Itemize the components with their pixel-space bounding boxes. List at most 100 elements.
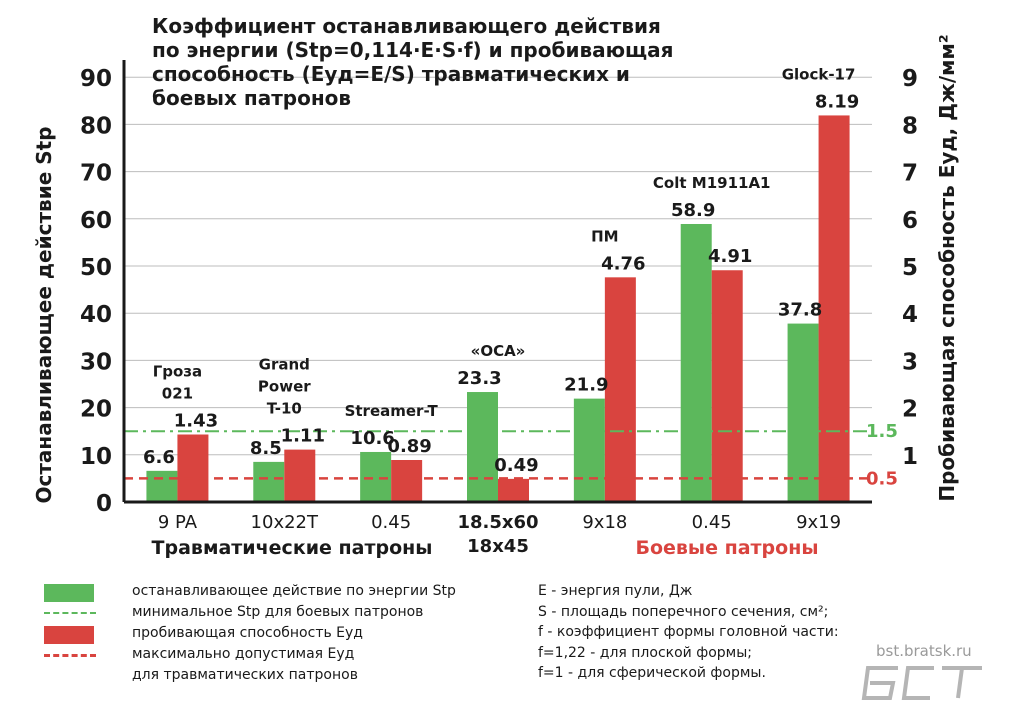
bar-stp	[467, 392, 498, 502]
bar-stp	[680, 223, 712, 502]
note-line: f=1 - для сферической формы.	[538, 665, 766, 681]
data-labels: 6.6 1.43 Гроза 021 8.51.11 Grand Power T-10 10.6…	[143, 65, 859, 475]
data-label-eud: 1.11	[281, 426, 325, 447]
legend-dashdot-line	[44, 612, 96, 614]
bar-eud	[818, 115, 850, 502]
data-label-stp: 6.6	[143, 447, 175, 468]
data-label-eud: 8.19	[815, 91, 859, 112]
left-tick-label: 10	[80, 444, 112, 470]
data-label-eud: 0.89	[387, 436, 431, 457]
bar-eud	[604, 277, 636, 502]
bar-stp	[253, 461, 285, 502]
left-tick-label: 30	[80, 349, 112, 375]
cartridge-name-label: «ОСА»	[471, 342, 526, 360]
traumatic-group-label: Травматические патроны	[151, 537, 433, 559]
right-tick-label: 6	[902, 208, 918, 234]
cartridge-name-label: T-10	[267, 400, 302, 418]
note-line: f=1,22 - для плоской формы;	[538, 644, 752, 661]
bar-eud	[391, 459, 423, 502]
chart-title: Коэффициент останавливающего действия по…	[152, 14, 712, 110]
left-tick-label: 50	[80, 255, 112, 281]
bar-eud	[177, 434, 209, 502]
axes	[122, 60, 872, 504]
right-tick-label: 9	[902, 66, 918, 92]
legend-text: для травматических патронов	[132, 667, 358, 683]
cartridge-name-label: 021	[162, 385, 193, 403]
legend-item-eud: пробивающая способность Eуд	[40, 625, 560, 645]
data-label-eud: 0.49	[494, 455, 538, 476]
left-tick-label: 90	[80, 66, 112, 92]
data-label-stp: 23.3	[457, 368, 501, 389]
right-tick-label: 1	[902, 444, 918, 470]
bars	[146, 115, 850, 502]
left-tick-label: 80	[80, 113, 112, 139]
note-line: E - энергия пули, Дж	[538, 583, 693, 599]
right-axis-title: Пробивающая способность Eуд, Дж/мм²	[935, 34, 959, 502]
data-label-eud: 4.76	[601, 253, 645, 274]
cartridge-name-label: Гроза	[153, 363, 202, 381]
legend-text: максимально допустимая Eуд	[132, 646, 355, 662]
data-label-stp: 21.9	[564, 375, 608, 396]
reference-lines: 1.5 0.5	[124, 421, 898, 489]
watermark-url: bst.bratsk.ru	[876, 642, 972, 660]
left-tick-label: 40	[80, 302, 112, 328]
legend-swatch-red	[44, 626, 94, 644]
bst-logo	[861, 666, 982, 700]
left-tick-label: 0	[96, 491, 112, 517]
x-tick-label: 0.45	[692, 512, 732, 533]
cartridge-name-label: Glock-17	[782, 65, 856, 83]
left-tick-label: 60	[80, 208, 112, 234]
data-label-stp: 8.5	[250, 438, 282, 459]
bar-stp	[360, 451, 392, 502]
data-label-eud: 1.43	[174, 411, 218, 432]
x-tick-label: 18.5x60	[457, 512, 538, 533]
legend-item-stp-min: минимальное Stp для боевых патронов	[40, 604, 560, 624]
bar-eud	[284, 449, 316, 502]
note-line: f - коэффициент формы головной части:	[538, 624, 839, 640]
note-line: S - площадь поперечного сечения, см²;	[538, 603, 829, 620]
right-tick-label: 5	[902, 255, 918, 281]
cartridge-name-label: Colt M1911A1	[653, 174, 771, 192]
legend-item-stp: останавливающее действие по энергии Stp	[40, 583, 560, 603]
cartridge-name-label: Streamer-T	[345, 402, 439, 420]
right-tick-label: 2	[902, 397, 918, 423]
x-tick-label: 9 PA	[158, 512, 198, 533]
right-tick-label: 8	[902, 113, 918, 139]
left-tick-label: 70	[80, 161, 112, 187]
legend-item-eud-max: максимально допустимая Eуд	[40, 646, 560, 666]
data-label-eud: 4.91	[708, 246, 752, 267]
formula-notes: E - энергия пули, Дж S - площадь попереч…	[538, 581, 839, 684]
right-tick-label: 7	[902, 161, 918, 187]
legend-text: пробивающая способность Eуд	[132, 625, 363, 641]
legend-dashed-line	[44, 654, 96, 657]
data-label-stp: 58.9	[671, 200, 715, 221]
legend-text: минимальное Stp для боевых патронов	[132, 604, 424, 620]
data-label-stp: 37.8	[778, 300, 822, 321]
title-line: способность (Eуд=E/S) травматических и	[152, 62, 630, 86]
x-tick-label: 0.45	[371, 512, 411, 533]
legend-swatch-green	[44, 584, 94, 602]
cartridge-name-label: ПМ	[591, 227, 618, 245]
x-tick-label: 18x45	[467, 536, 529, 557]
left-tick-label: 20	[80, 397, 112, 423]
left-axis-title: Останавливающее действие Stp	[32, 126, 56, 504]
title-line: боевых патронов	[152, 86, 352, 110]
x-tick-label: 10x22T	[251, 512, 319, 533]
bar-stp	[146, 470, 178, 502]
watermark: bst.bratsk.ru	[860, 642, 990, 704]
cartridge-name-label: Grand	[259, 356, 310, 374]
right-tick-label: 3	[902, 349, 918, 375]
bar-stp	[573, 398, 605, 502]
reference-line-label: 0.5	[866, 468, 898, 489]
combat-group-label: Боевые патроны	[635, 537, 819, 559]
bar-stp	[787, 323, 819, 502]
cartridge-name-label: Power	[258, 378, 311, 396]
x-tick-label: 9x18	[582, 512, 627, 533]
data-label-stp: 10.6	[350, 428, 394, 449]
x-tick-label: 9x19	[796, 512, 841, 533]
bar-eud	[711, 270, 743, 502]
bar-eud	[498, 478, 529, 502]
legend-text: останавливающее действие по энергии Stp	[132, 583, 456, 599]
legend-item-continuation: для травматических патронов	[40, 667, 560, 687]
